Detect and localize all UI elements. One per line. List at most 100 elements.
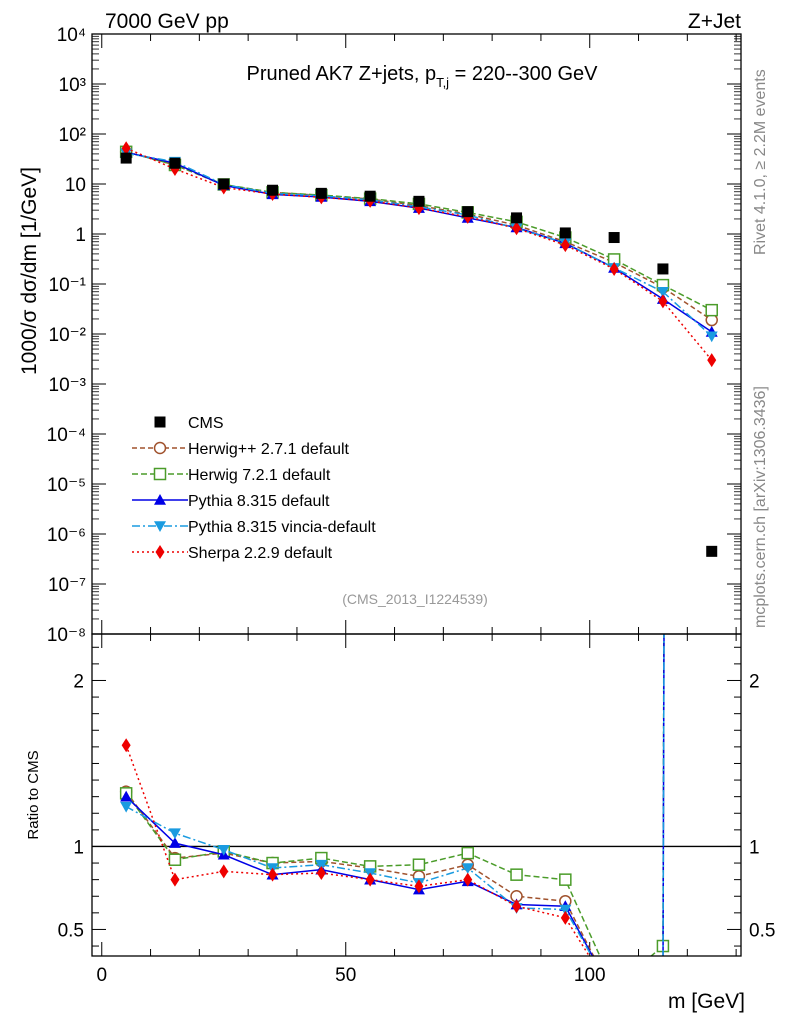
ratio-point-4 xyxy=(170,872,180,887)
y-tick-label: 10⁻⁶ xyxy=(47,525,86,546)
side-label-rivet: Rivet 4.1.0, ≥ 2.2M events xyxy=(752,69,769,255)
series-point-4 xyxy=(609,261,619,276)
y-tick-label: 10⁻¹ xyxy=(49,275,87,296)
cms-data-point xyxy=(657,263,669,275)
ratio-point-4 xyxy=(512,899,522,914)
ratio-point-4 xyxy=(316,866,326,881)
ratio-point-3 xyxy=(315,859,328,871)
legend-label: Herwig 7.2.1 default xyxy=(188,467,331,484)
x-tick-label: 50 xyxy=(335,965,356,986)
series-point-4 xyxy=(560,238,570,253)
legend-label: CMS xyxy=(188,415,224,432)
cms-data-point xyxy=(511,212,523,224)
ratio-point-3 xyxy=(461,863,474,875)
legend-marker-cms xyxy=(154,416,166,428)
y-axis-label-main: 1000/σ dσ/dm [1/GeV] xyxy=(18,167,41,375)
header-left: 7000 GeV pp xyxy=(105,10,229,33)
y-tick-label: 10⁻⁸ xyxy=(47,625,86,646)
ratio-point-1 xyxy=(412,858,426,871)
y-tick-label: 10² xyxy=(59,125,86,146)
y-tick-label: 10⁻² xyxy=(49,325,87,346)
header-right: Z+Jet xyxy=(688,10,741,33)
cms-data-point xyxy=(120,152,132,164)
ratio-point-3 xyxy=(217,844,230,856)
legend-label: Sherpa 2.2.9 default xyxy=(188,545,333,562)
cms-data-point xyxy=(267,184,279,196)
cms-data-point xyxy=(706,545,718,557)
series-line-1 xyxy=(125,151,713,311)
ratio-point-1 xyxy=(168,853,182,866)
ratio-point-3 xyxy=(120,801,133,813)
ratio-point-1 xyxy=(461,846,474,860)
legend-label: Pythia 8.315 vincia-default xyxy=(188,519,376,536)
side-label-mcplots: mcplots.cern.ch [arXiv:1306.3436] xyxy=(752,386,769,628)
legend-marker xyxy=(155,545,165,559)
cms-data-point xyxy=(559,227,571,239)
ratio-tick-label: 2 xyxy=(73,671,84,692)
ratio-tick-label: 0.5 xyxy=(58,920,84,941)
x-axis-label: m [GeV] xyxy=(668,990,745,1013)
ratio-point-4 xyxy=(365,872,375,887)
y-tick-label: 10⁴ xyxy=(57,25,86,46)
series-point-3 xyxy=(705,331,718,343)
cms-data-point xyxy=(364,190,376,202)
ratio-plot: 0 50 100 0.5 0.5 1 1 2 2 xyxy=(58,634,775,986)
analysis-watermark: (CMS_2013_I1224539) xyxy=(342,591,488,607)
ratio-point-2 xyxy=(120,790,133,802)
cms-data-point xyxy=(608,232,620,244)
series-point-1 xyxy=(705,303,718,317)
ratio-point-3 xyxy=(168,828,181,840)
ratio-tick-label: 1 xyxy=(73,837,84,858)
legend-label: Pythia 8.315 default xyxy=(188,493,330,510)
y-tick-label: 10 xyxy=(65,175,86,196)
ratio-tick-label-right: 1 xyxy=(749,837,760,858)
series-point-4 xyxy=(658,294,668,309)
y-tick-label: 10⁻⁷ xyxy=(48,575,86,596)
chart-title: Pruned AK7 Z+jets, pT,j = 220--300 GeV xyxy=(247,63,599,90)
series-point-4 xyxy=(121,141,131,156)
y-axis-label-ratio: Ratio to CMS xyxy=(25,750,42,839)
y-tick-label: 10⁻⁵ xyxy=(47,475,86,496)
ratio-point-4 xyxy=(219,864,229,879)
x-tick-label: 100 xyxy=(574,965,606,986)
chart-title-subscript: T,j xyxy=(436,75,449,90)
main-series-group xyxy=(119,141,718,557)
cms-data-point xyxy=(413,195,425,207)
ratio-point-3 xyxy=(559,904,572,916)
cms-data-point xyxy=(315,187,327,199)
main-plot: 10⁻⁸ 10⁻⁷ 10⁻⁶ 10⁻⁵ 10⁻⁴ 10⁻³ 10⁻² 10⁻¹ 1 10 10² 10… xyxy=(47,25,741,646)
y-tick-label: 10⁻⁴ xyxy=(47,425,86,446)
ratio-point-2 xyxy=(168,837,181,848)
legend-label: Herwig++ 2.7.1 default xyxy=(188,441,350,458)
ratio-point-1 xyxy=(559,873,572,886)
ratio-point-4 xyxy=(463,872,473,887)
chart-title-rest: = 220--300 GeV xyxy=(449,63,598,85)
legend-marker xyxy=(153,441,167,455)
chart-title-main: Pruned AK7 Z+jets, p xyxy=(247,63,437,85)
ratio-series-group xyxy=(119,634,670,956)
series-point-3 xyxy=(656,286,669,298)
legend-marker xyxy=(154,521,166,532)
ratio-tick-label-right: 2 xyxy=(749,671,760,692)
y-tick-label: 10³ xyxy=(59,75,86,96)
main-frame xyxy=(91,33,742,635)
legend: CMS Herwig++ 2.7.1 default Herwig 7.2.1 de… xyxy=(132,415,376,562)
y-tick-label: 1 xyxy=(75,225,86,246)
cms-data-point xyxy=(462,206,474,218)
cms-data-point xyxy=(169,157,181,169)
legend-marker xyxy=(153,467,167,481)
ratio-tick-label-right: 0.5 xyxy=(749,920,775,941)
ratio-point-1 xyxy=(510,868,523,881)
ratio-point-4 xyxy=(121,738,131,753)
ratio-frame xyxy=(91,633,742,957)
y-tick-label: 10⁻³ xyxy=(49,375,87,396)
ratio-point-4 xyxy=(414,879,424,894)
x-tick-label: 0 xyxy=(96,965,107,986)
series-line-0 xyxy=(125,151,713,321)
legend-marker xyxy=(154,494,166,505)
ratio-point-4 xyxy=(560,910,570,925)
series-point-4 xyxy=(707,353,717,368)
ratio-point-4 xyxy=(268,867,278,882)
series-point-4 xyxy=(512,221,522,236)
